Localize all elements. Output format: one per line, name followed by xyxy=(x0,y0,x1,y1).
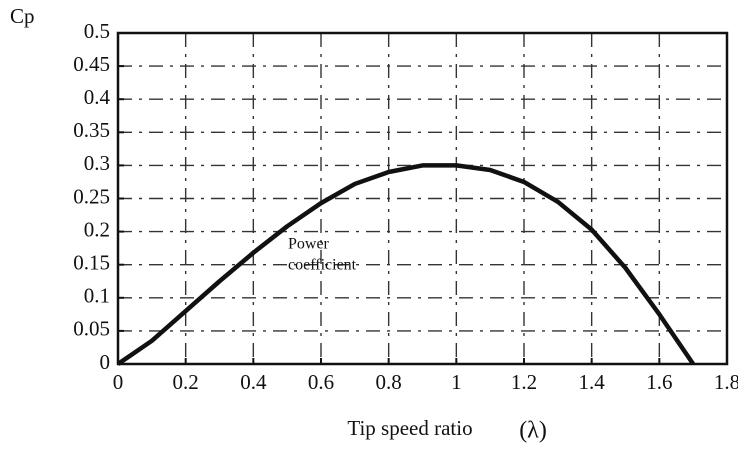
y-tick-label: 0.5 xyxy=(84,19,110,43)
y-tick-label: 0.25 xyxy=(73,184,110,208)
y-tick-label: 0.35 xyxy=(73,118,110,142)
x-tick-label: 1.8 xyxy=(714,370,738,394)
x-tick-label: 0.2 xyxy=(173,370,199,394)
y-tick-label: 0.45 xyxy=(73,52,110,76)
y-tick-label: 0.2 xyxy=(84,217,110,241)
y-axis-label: Cp xyxy=(10,4,35,28)
y-tick-label: 0.3 xyxy=(84,151,110,175)
x-tick-label: 0 xyxy=(113,370,124,394)
x-axis-symbol: (λ) xyxy=(519,418,547,444)
x-axis-label: Tip speed ratio xyxy=(347,416,472,440)
y-tick-label: 0.15 xyxy=(73,251,110,275)
y-tick-label: 0.4 xyxy=(84,85,111,109)
annotation: Power xyxy=(288,236,330,253)
y-tick-label: 0.1 xyxy=(84,284,110,308)
y-tick-label: 0 xyxy=(100,350,111,374)
y-tick-label: 0.05 xyxy=(73,317,110,341)
data-line xyxy=(116,163,696,366)
x-tick-label: 0.4 xyxy=(240,370,267,394)
annotation: coefficient xyxy=(288,257,357,274)
x-tick-label: 1 xyxy=(451,370,462,394)
x-tick-label: 1.4 xyxy=(579,370,606,394)
plot-frame xyxy=(116,31,729,366)
x-tick-label: 1.6 xyxy=(646,370,672,394)
x-tick-label: 0.6 xyxy=(308,370,334,394)
x-tick-label: 0.8 xyxy=(376,370,402,394)
x-tick-label: 1.2 xyxy=(511,370,537,394)
